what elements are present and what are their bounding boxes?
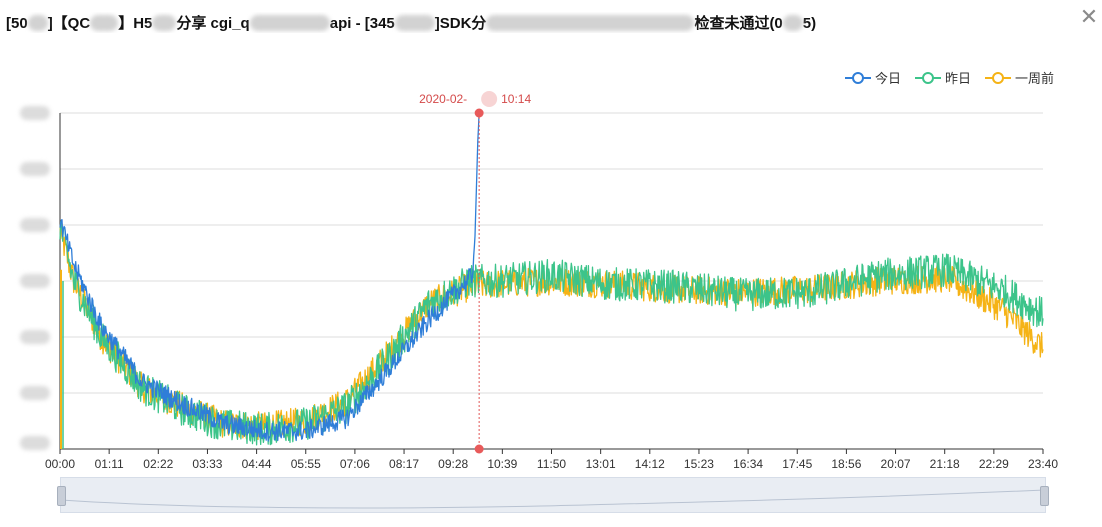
redacted-mark bbox=[90, 15, 119, 31]
x-tick-label: 02:22 bbox=[143, 457, 173, 471]
legend-item-yesterday[interactable]: 昨日 bbox=[915, 68, 971, 87]
x-tick-label: 08:17 bbox=[389, 457, 419, 471]
x-tick-label: 05:55 bbox=[291, 457, 321, 471]
marker-label: 2020-02- bbox=[419, 92, 467, 106]
y-tick-label-redacted bbox=[20, 106, 50, 120]
x-tick-label: 14:12 bbox=[635, 457, 665, 471]
x-tick-label: 11:50 bbox=[537, 457, 566, 471]
x-tick-label: 09:28 bbox=[438, 457, 468, 471]
legend-item-today[interactable]: 今日 bbox=[845, 68, 901, 87]
series-line-today bbox=[59, 112, 480, 442]
y-tick-label-redacted bbox=[20, 274, 50, 288]
x-tick-label: 15:23 bbox=[684, 457, 714, 471]
data-zoom-preview bbox=[61, 489, 1045, 509]
y-tick-label-redacted bbox=[20, 218, 50, 232]
marker-label-time: 10:14 bbox=[501, 92, 531, 106]
series-line-week-ago bbox=[59, 223, 1044, 441]
series-line-yesterday bbox=[59, 221, 1044, 446]
legend-marker-icon bbox=[845, 71, 871, 84]
y-tick-label-redacted bbox=[20, 330, 50, 344]
x-tick-label: 20:07 bbox=[881, 457, 911, 471]
y-tick-label-redacted bbox=[20, 386, 50, 400]
zoom-handle-left[interactable] bbox=[57, 486, 66, 506]
redacted-mark bbox=[782, 15, 803, 31]
redacted-mark bbox=[394, 15, 435, 31]
redacted-mark bbox=[152, 15, 177, 31]
title-segment: 】H5 bbox=[118, 15, 153, 32]
x-tick-label: 17:45 bbox=[782, 457, 812, 471]
zoom-handle-right[interactable] bbox=[1040, 486, 1049, 506]
title-segment: 检查未通过(0 bbox=[694, 15, 783, 32]
marker-top-dot bbox=[474, 108, 484, 118]
title-segment: 5) bbox=[802, 15, 817, 32]
legend-label: 今日 bbox=[875, 71, 902, 86]
marker-bottom-dot bbox=[474, 444, 484, 454]
x-tick-label: 18:56 bbox=[831, 457, 861, 471]
close-icon[interactable]: ✕ bbox=[1079, 4, 1099, 29]
x-tick-label: 07:06 bbox=[340, 457, 370, 471]
title-segment: ]【QC bbox=[47, 15, 91, 32]
legend-marker-icon bbox=[985, 71, 1012, 84]
legend-item-week-ago[interactable]: 一周前 bbox=[985, 68, 1054, 87]
x-tick-label: 04:44 bbox=[242, 457, 272, 471]
x-tick-label: 21:18 bbox=[930, 457, 960, 471]
y-tick-label-redacted bbox=[20, 436, 50, 450]
x-tick-label: 23:40 bbox=[1028, 457, 1058, 471]
redacted-mark bbox=[27, 15, 48, 31]
x-tick-label: 22:29 bbox=[979, 457, 1009, 471]
redacted-mark bbox=[486, 15, 695, 31]
title-segment: ]SDK分 bbox=[434, 15, 487, 32]
x-tick-label: 00:00 bbox=[45, 457, 75, 471]
legend-label: 一周前 bbox=[1015, 71, 1055, 86]
title-segment: [50 bbox=[6, 15, 28, 32]
legend-label: 昨日 bbox=[945, 71, 972, 86]
x-tick-label: 10:39 bbox=[487, 457, 517, 471]
legend-marker-icon bbox=[915, 71, 942, 84]
y-tick-label-redacted bbox=[20, 162, 50, 176]
legend: 今日 昨日 一周前 bbox=[845, 68, 1054, 87]
title-segment: 分享 cgi_q bbox=[176, 15, 250, 32]
x-tick-label: 01:11 bbox=[95, 457, 124, 471]
title-segment: api - [345 bbox=[329, 15, 395, 32]
marker-label-redaction bbox=[481, 91, 498, 107]
redacted-mark bbox=[249, 15, 330, 31]
x-tick-label: 03:33 bbox=[192, 457, 222, 471]
x-tick-label: 16:34 bbox=[733, 457, 763, 471]
data-zoom-slider[interactable] bbox=[57, 477, 1049, 513]
x-tick-label: 13:01 bbox=[586, 457, 616, 471]
chart-title: [50 ]【QC 】H5 分享 cgi_q api - [345 ]SDK分 检查未通过(0… bbox=[6, 12, 1056, 33]
